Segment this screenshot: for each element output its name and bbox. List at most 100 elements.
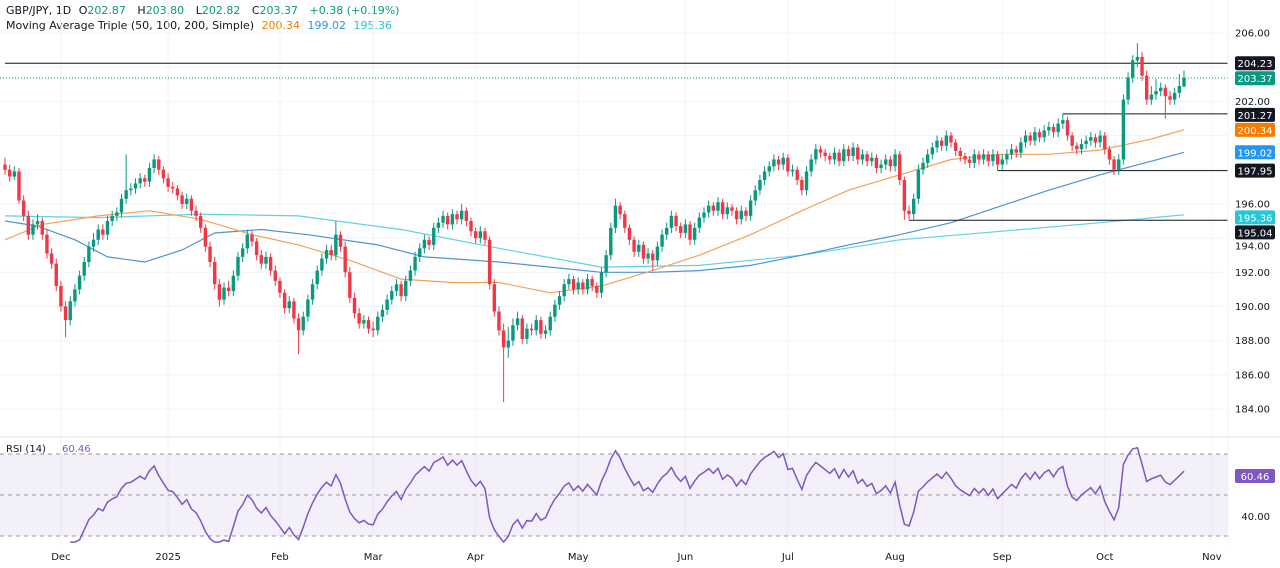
candle-body [110,215,114,221]
candle-body [306,299,310,317]
candle [557,291,562,310]
candle-body [846,149,851,157]
high-value: H203.80 [137,4,188,17]
candle-body [1009,149,1014,155]
candle [1065,116,1070,141]
candle-body [1135,56,1140,61]
candle-body [296,318,301,331]
candle [758,174,762,196]
candle-body [758,179,762,191]
candle-body [688,224,692,240]
candle [7,164,12,182]
candle-body [1121,99,1126,160]
candle [632,236,636,257]
candle [534,314,538,336]
candle-body [422,239,427,249]
candle [180,191,184,210]
horizontal-levels [0,62,1228,221]
candle-body [101,229,105,235]
candle-body [194,210,198,216]
level-badge: 204.23 [1235,56,1275,71]
candle [767,161,771,177]
candle-body [17,171,21,201]
candle-body [795,169,799,180]
candle [222,282,226,305]
candle [762,166,767,186]
candle-body [231,275,236,292]
candle [143,174,147,187]
candle-body [548,316,552,331]
candle-body [487,239,492,285]
time-tick-label: Mar [364,552,384,563]
candle [324,244,329,264]
candle [1079,138,1084,155]
candle [776,156,781,170]
candle [469,217,473,237]
candle-body [553,304,557,317]
candle-body [692,227,697,240]
candle-body [45,234,49,254]
candle [329,244,333,261]
candle-body [371,328,375,331]
candle [795,166,799,186]
candle [543,325,548,339]
candle [1131,55,1135,83]
candle [217,279,222,307]
candle-body [469,220,473,232]
candle [320,253,324,276]
candle-body [133,183,138,189]
candle [623,210,627,233]
candle-body [520,318,524,339]
candle-body [702,212,706,218]
candle-body [655,246,660,261]
candle [492,279,496,317]
time-axis[interactable]: Dec 2025 Feb Mar Apr May Jun Jul Aug Sep Oct Nov [51,552,1222,563]
price-tick-label: 186.00 [1235,370,1270,381]
candle [627,224,632,245]
open-number: 202.87 [87,4,126,17]
candle [935,135,939,153]
candle-body [632,239,636,252]
candle-body [837,152,841,162]
candle [1112,156,1116,175]
candle-body [539,320,543,334]
candle-body [1149,94,1154,100]
candle-body [1177,85,1182,93]
candle [296,313,301,355]
candle [166,173,170,192]
candle-body [665,227,669,235]
candle [581,279,585,295]
candle-body [781,157,785,165]
candle [697,212,702,233]
candle-body [40,220,44,235]
candle [268,253,273,276]
candle-body [730,207,734,211]
candle [953,138,958,157]
candle [655,241,660,266]
candle-body [888,159,893,167]
candle [944,130,949,151]
candle [21,195,26,221]
candle [119,193,124,218]
candle-body [441,215,445,223]
candle [884,154,888,170]
candle [977,150,981,165]
candle-body [157,159,161,170]
candle [967,156,972,169]
candle [595,282,599,298]
candle [995,150,1000,171]
candle-body [250,234,254,242]
price-axis[interactable]: 206.00 202.00 196.00 194.00 192.00 190.00 188.… [1235,29,1270,416]
candle [1168,91,1172,105]
candle-body [1089,137,1093,141]
candle-body [674,215,678,227]
low-value: L202.82 [196,4,245,17]
candle-body [991,154,995,162]
candle-body [744,210,748,216]
ma100-badge-label: 199.02 [1238,148,1273,159]
candle [716,197,720,216]
change-value: +0.38 (+0.19%) [309,4,400,17]
candle-body [1023,135,1028,143]
candle-body [1163,87,1168,97]
